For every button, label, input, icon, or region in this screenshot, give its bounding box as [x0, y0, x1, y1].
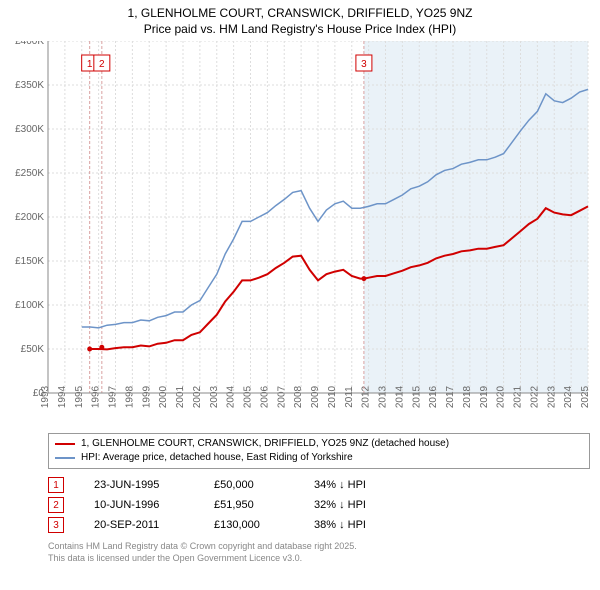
svg-text:1995: 1995	[74, 386, 85, 409]
svg-text:1996: 1996	[91, 386, 102, 409]
sale-price: £130,000	[214, 519, 284, 531]
legend-row: HPI: Average price, detached house, East…	[55, 451, 583, 465]
svg-text:2024: 2024	[563, 386, 574, 409]
sale-date: 20-SEP-2011	[94, 519, 184, 531]
svg-text:2017: 2017	[445, 386, 456, 409]
svg-text:1994: 1994	[57, 386, 68, 409]
svg-text:2018: 2018	[462, 386, 473, 409]
svg-text:£150K: £150K	[15, 256, 44, 267]
svg-text:2015: 2015	[411, 386, 422, 409]
sale-marker: 1	[48, 477, 64, 493]
sale-delta: 34% ↓ HPI	[314, 479, 404, 491]
chart-area: £0£50K£100K£150K£200K£250K£300K£350K£400…	[0, 41, 600, 427]
sale-date: 10-JUN-1996	[94, 499, 184, 511]
svg-text:2002: 2002	[192, 386, 203, 409]
svg-text:1997: 1997	[108, 386, 119, 409]
legend-label: 1, GLENHOLME COURT, CRANSWICK, DRIFFIELD…	[81, 437, 449, 451]
svg-text:2025: 2025	[580, 386, 591, 409]
sale-price: £51,950	[214, 499, 284, 511]
svg-text:2006: 2006	[259, 386, 270, 409]
svg-text:£400K: £400K	[15, 41, 44, 47]
svg-text:£300K: £300K	[15, 124, 44, 135]
svg-text:2021: 2021	[513, 386, 524, 409]
svg-text:3: 3	[361, 59, 367, 70]
svg-text:2013: 2013	[378, 386, 389, 409]
legend-swatch	[55, 457, 75, 459]
chart-svg: £0£50K£100K£150K£200K£250K£300K£350K£400…	[0, 41, 600, 427]
svg-text:2023: 2023	[546, 386, 557, 409]
sale-row: 3 20-SEP-2011 £130,000 38% ↓ HPI	[48, 515, 590, 535]
svg-text:2012: 2012	[361, 386, 372, 409]
legend-label: HPI: Average price, detached house, East…	[81, 451, 353, 465]
svg-text:2019: 2019	[479, 386, 490, 409]
sales-table: 1 23-JUN-1995 £50,000 34% ↓ HPI 2 10-JUN-1996…	[48, 475, 590, 535]
svg-text:2022: 2022	[529, 386, 540, 409]
svg-text:2007: 2007	[276, 386, 287, 409]
sale-delta: 32% ↓ HPI	[314, 499, 404, 511]
svg-text:£200K: £200K	[15, 212, 44, 223]
svg-text:2000: 2000	[158, 386, 169, 409]
sale-marker: 3	[48, 517, 64, 533]
svg-text:1993: 1993	[40, 386, 51, 409]
svg-text:2008: 2008	[293, 386, 304, 409]
footer: Contains HM Land Registry data © Crown c…	[48, 541, 590, 564]
svg-text:2016: 2016	[428, 386, 439, 409]
svg-text:1999: 1999	[141, 386, 152, 409]
sale-marker: 2	[48, 497, 64, 513]
sale-delta: 38% ↓ HPI	[314, 519, 404, 531]
svg-text:£350K: £350K	[15, 80, 44, 91]
svg-text:2004: 2004	[226, 386, 237, 409]
svg-text:2003: 2003	[209, 386, 220, 409]
svg-text:£100K: £100K	[15, 300, 44, 311]
svg-text:2: 2	[99, 59, 105, 70]
svg-text:2009: 2009	[310, 386, 321, 409]
title-line-1: 1, GLENHOLME COURT, CRANSWICK, DRIFFIELD…	[0, 6, 600, 22]
svg-text:2011: 2011	[344, 386, 355, 408]
svg-text:1: 1	[87, 59, 93, 70]
chart-title: 1, GLENHOLME COURT, CRANSWICK, DRIFFIELD…	[0, 0, 600, 37]
sale-row: 1 23-JUN-1995 £50,000 34% ↓ HPI	[48, 475, 590, 495]
footer-line-1: Contains HM Land Registry data © Crown c…	[48, 541, 590, 553]
sale-price: £50,000	[214, 479, 284, 491]
svg-text:2014: 2014	[394, 386, 405, 409]
svg-text:£250K: £250K	[15, 168, 44, 179]
svg-text:2010: 2010	[327, 386, 338, 409]
legend-swatch	[55, 443, 75, 445]
title-line-2: Price paid vs. HM Land Registry's House …	[0, 22, 600, 38]
sale-row: 2 10-JUN-1996 £51,950 32% ↓ HPI	[48, 495, 590, 515]
legend: 1, GLENHOLME COURT, CRANSWICK, DRIFFIELD…	[48, 433, 590, 469]
legend-row: 1, GLENHOLME COURT, CRANSWICK, DRIFFIELD…	[55, 437, 583, 451]
svg-text:1998: 1998	[124, 386, 135, 409]
footer-line-2: This data is licensed under the Open Gov…	[48, 553, 590, 565]
sale-date: 23-JUN-1995	[94, 479, 184, 491]
svg-text:£50K: £50K	[21, 344, 45, 355]
svg-text:2020: 2020	[496, 386, 507, 409]
svg-text:2005: 2005	[243, 386, 254, 409]
svg-text:2001: 2001	[175, 386, 186, 409]
